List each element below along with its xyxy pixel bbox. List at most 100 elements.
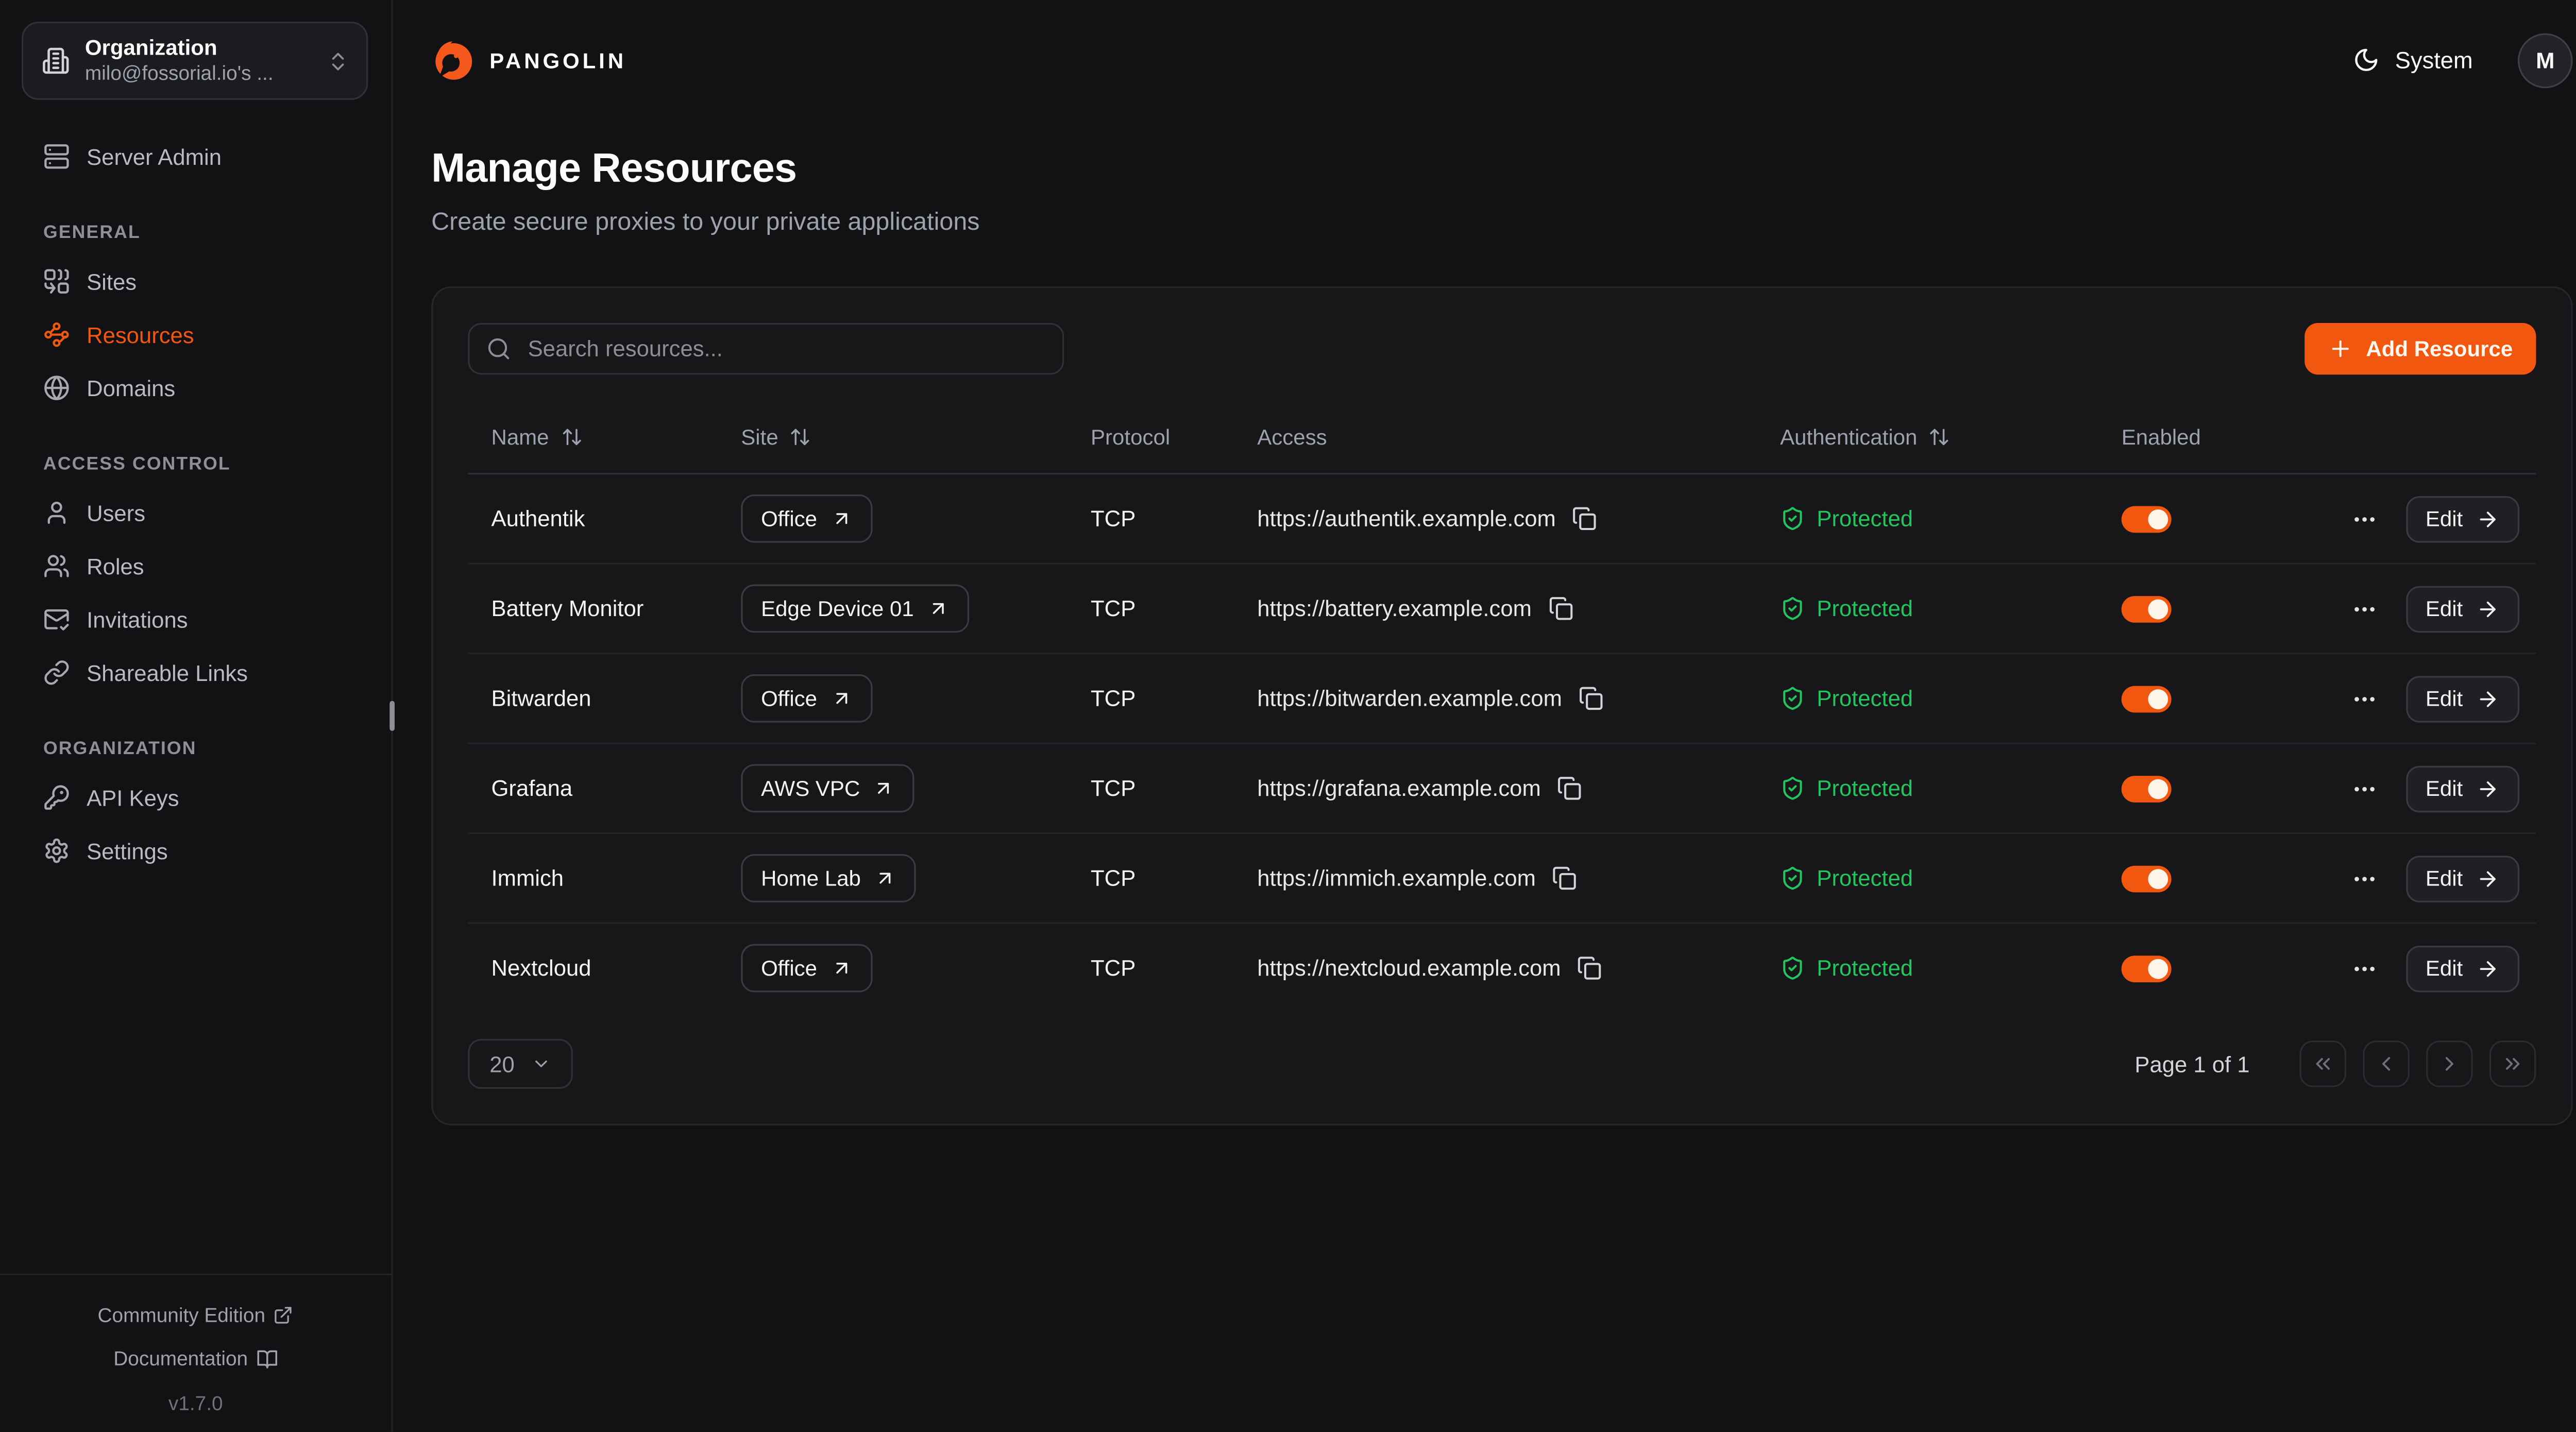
pager-controls: Page 1 of 1: [2134, 1041, 2536, 1087]
site-link-button[interactable]: Edge Device 01: [741, 584, 969, 633]
column-header-authentication[interactable]: Authentication: [1757, 424, 2098, 449]
row-menu-button[interactable]: [2350, 595, 2377, 622]
edit-button[interactable]: Edit: [2405, 585, 2520, 632]
enabled-toggle[interactable]: [2121, 954, 2172, 982]
org-switcher[interactable]: Organization milo@fossorial.io's ...: [22, 22, 368, 100]
enabled-toggle[interactable]: [2121, 595, 2172, 622]
toggle-knob: [2148, 868, 2168, 889]
topbar: PANGOLIN System M: [431, 32, 2573, 88]
edit-button[interactable]: Edit: [2405, 855, 2520, 902]
community-edition-link[interactable]: Community Edition: [88, 1302, 303, 1329]
access-url: https://immich.example.com: [1257, 865, 1536, 891]
toggle-knob: [2148, 598, 2168, 619]
sites-icon: [43, 268, 70, 295]
column-label: Access: [1257, 423, 1327, 449]
site-link-button[interactable]: Office: [741, 494, 872, 543]
sidebar-item-sites[interactable]: Sites: [22, 255, 368, 308]
copy-url-button[interactable]: [1579, 686, 1603, 711]
site-link-button[interactable]: AWS VPC: [741, 764, 915, 813]
sidebar-resize-handle[interactable]: [389, 701, 395, 731]
resource-name: Bitwarden: [491, 686, 591, 711]
column-label: Protocol: [1091, 423, 1171, 449]
arrow-up-right-icon: [873, 777, 895, 799]
copy-url-button[interactable]: [1578, 956, 1602, 980]
enabled-toggle[interactable]: [2121, 505, 2172, 532]
page-size-value: 20: [489, 1051, 515, 1077]
page-size-select[interactable]: 20: [468, 1038, 573, 1089]
ellipsis-icon: [2350, 865, 2377, 892]
sidebar-item-roles[interactable]: Roles: [22, 539, 368, 592]
authentication-cell: Protected: [1757, 686, 2098, 711]
last-page-button[interactable]: [2489, 1041, 2536, 1087]
authentication-cell: Protected: [1757, 596, 2098, 621]
shield-check-icon: [1780, 866, 1805, 891]
arrow-right-icon: [2476, 507, 2499, 530]
theme-toggle-button[interactable]: System: [2344, 45, 2483, 75]
sidebar-item-settings[interactable]: Settings: [22, 824, 368, 877]
column-header-name[interactable]: Name: [468, 424, 718, 449]
site-link-button[interactable]: Home Lab: [741, 854, 916, 902]
ellipsis-icon: [2350, 775, 2377, 802]
enabled-toggle[interactable]: [2121, 865, 2172, 892]
sidebar-section-organization: ORGANIZATION API Keys Settings: [22, 739, 368, 877]
copy-url-button[interactable]: [1552, 866, 1577, 891]
prev-page-button[interactable]: [2363, 1041, 2410, 1087]
building-icon: [42, 46, 70, 75]
first-page-button[interactable]: [2299, 1041, 2347, 1087]
theme-label: System: [2395, 46, 2473, 74]
row-menu-button[interactable]: [2350, 865, 2377, 892]
protocol-cell: TCP: [1091, 956, 1136, 981]
page-subtitle: Create secure proxies to your private ap…: [431, 208, 980, 236]
org-value: milo@fossorial.io's ...: [84, 61, 274, 86]
sidebar-item-users[interactable]: Users: [22, 486, 368, 539]
column-label: Authentication: [1780, 423, 1918, 449]
sort-icon: [1929, 425, 1951, 447]
copy-url-button[interactable]: [1557, 776, 1582, 800]
sidebar-item-domains[interactable]: Domains: [22, 361, 368, 414]
row-menu-button[interactable]: [2350, 955, 2377, 982]
external-link-icon: [274, 1305, 294, 1325]
edit-button[interactable]: Edit: [2405, 765, 2520, 812]
copy-url-button[interactable]: [1572, 506, 1597, 531]
column-label: Enabled: [2121, 423, 2201, 449]
chevron-down-icon: [531, 1054, 551, 1074]
site-link-button[interactable]: Office: [741, 674, 872, 723]
ellipsis-icon: [2350, 955, 2377, 982]
enabled-toggle[interactable]: [2121, 685, 2172, 712]
sidebar-item-shareable-links[interactable]: Shareable Links: [22, 646, 368, 699]
column-header-site[interactable]: Site: [718, 424, 1067, 449]
edit-button[interactable]: Edit: [2405, 495, 2520, 542]
arrow-up-right-icon: [831, 957, 852, 979]
table-body: Authentik Office TCP https://authentik.e…: [468, 474, 2536, 1012]
enabled-cell: [2098, 954, 2306, 982]
users-icon: [43, 553, 70, 579]
sidebar-item-resources[interactable]: Resources: [22, 308, 368, 361]
sidebar-item-invitations[interactable]: Invitations: [22, 593, 368, 646]
enabled-toggle[interactable]: [2121, 775, 2172, 802]
copy-url-button[interactable]: [1548, 596, 1573, 621]
sidebar-item-server-admin[interactable]: Server Admin: [22, 130, 368, 183]
protocol-cell: TCP: [1091, 865, 1136, 891]
arrow-up-right-icon: [831, 688, 852, 709]
plus-icon: [2328, 336, 2352, 361]
edit-button[interactable]: Edit: [2405, 945, 2520, 992]
sidebar-item-api-keys[interactable]: API Keys: [22, 771, 368, 824]
site-link-button[interactable]: Office: [741, 944, 872, 993]
row-menu-button[interactable]: [2350, 685, 2377, 712]
next-page-button[interactable]: [2426, 1041, 2473, 1087]
enabled-cell: [2098, 865, 2306, 892]
site-cell: Edge Device 01: [718, 584, 1067, 633]
sidebar-sections: GENERAL Sites Resources Domains ACCESS CONTR…: [22, 223, 368, 877]
community-edition-label: Community Edition: [97, 1303, 266, 1327]
edit-button[interactable]: Edit: [2405, 675, 2520, 722]
search-input[interactable]: [524, 334, 1046, 363]
row-menu-button[interactable]: [2350, 775, 2377, 802]
copy-icon: [1557, 776, 1582, 800]
page-title: Manage Resources: [431, 146, 797, 192]
documentation-link[interactable]: Documentation: [104, 1345, 288, 1372]
add-resource-button[interactable]: Add Resource: [2304, 323, 2536, 375]
user-avatar[interactable]: M: [2517, 32, 2573, 88]
row-menu-button[interactable]: [2350, 505, 2377, 532]
access-cell: https://grafana.example.com: [1234, 776, 1757, 801]
